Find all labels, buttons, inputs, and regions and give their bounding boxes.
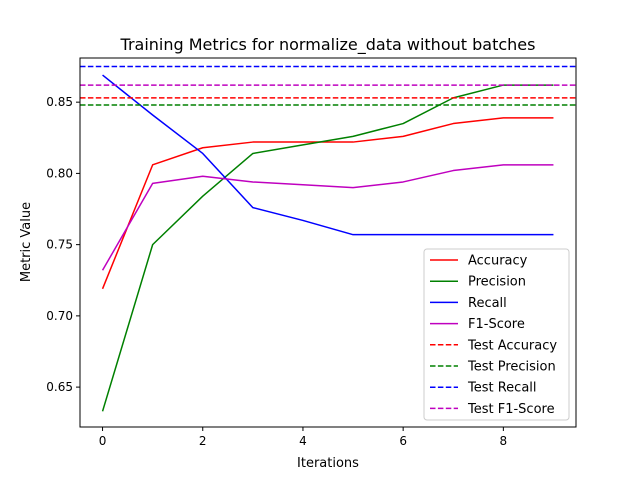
legend-label: F1-Score [468, 317, 525, 332]
legend-label: Recall [468, 296, 507, 311]
y-tick-label: 0.70 [46, 309, 73, 323]
y-axis-label: Metric Value [19, 202, 34, 282]
series-line-f1-score [101, 164, 554, 271]
legend-box [423, 248, 570, 421]
series-line-recall [102, 74, 554, 236]
legend: Accuracy Precision Recall F1-Score Test Accu… [423, 248, 570, 421]
y-tick-label: 0.85 [46, 95, 73, 109]
x-tick-label: 4 [299, 434, 307, 448]
x-axis-label: Iterations [297, 456, 359, 471]
axes: 0 2 4 6 8 0.65 0.70 0.75 0.80 0.85 [46, 95, 507, 448]
x-tick-label: 0 [99, 434, 107, 448]
plot-frame [79, 57, 577, 428]
chart-title: Training Metrics for normalize_data with… [120, 35, 536, 55]
x-tick-label: 8 [500, 434, 508, 448]
legend-label: Precision [468, 275, 526, 290]
y-tick-label: 0.75 [46, 238, 73, 252]
y-tick-label: 0.80 [46, 166, 73, 180]
x-tick-label: 2 [199, 434, 207, 448]
legend-label: Accuracy [468, 254, 528, 269]
legend-label: Test F1-Score [467, 402, 555, 417]
legend-label: Test Accuracy [467, 338, 557, 353]
series-line-accuracy [101, 117, 554, 290]
plot-area [80, 65, 576, 412]
legend-label: Test Recall [467, 381, 537, 396]
legend-label: Test Precision [467, 360, 556, 375]
x-tick-label: 6 [399, 434, 407, 448]
series-line-precision [101, 84, 554, 412]
y-tick-label: 0.65 [46, 380, 73, 394]
